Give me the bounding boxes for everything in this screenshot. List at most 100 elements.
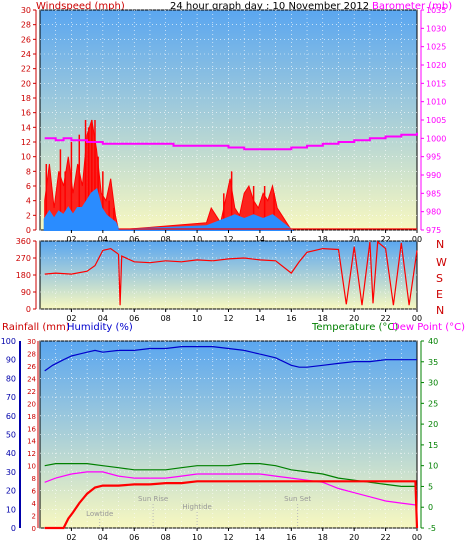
x-tick-label: 06 [129, 533, 139, 542]
temperature-tick-label: 25 [428, 399, 438, 408]
climate-panel-axes: 02 04 06 08 10 12 14 16 18 20 22 000102030405060708… [1, 337, 438, 542]
climate-panel-series [44, 346, 419, 530]
humidity-tick-label: 20 [6, 487, 16, 496]
humidity-tick-label: 30 [6, 468, 16, 477]
rainfall-tick-label: 24 [27, 375, 36, 383]
direction-panel-grid [40, 240, 417, 310]
rainfall-tick-label: 0 [32, 525, 36, 533]
barometer-tick-label: 1030 [426, 24, 446, 33]
direction-tick-label: 90 [21, 288, 31, 297]
rainfall-tick-label: 20 [27, 400, 36, 408]
annotation-label: Lowtide [86, 510, 113, 518]
page-title: 24 hour graph day : 10 November 2012 [170, 1, 369, 12]
direction-panel-series [44, 240, 418, 306]
x-tick-label: 00 [412, 533, 422, 542]
rainfall-tick-label: 12 [27, 450, 36, 458]
climate-panel-grid [40, 340, 417, 529]
x-tick-label: 22 [380, 314, 390, 323]
temperature-tick-label: 40 [428, 337, 438, 346]
humidity-tick-label: 60 [6, 412, 16, 421]
wind-direction-line [44, 240, 418, 306]
windspeed-tick-label: 4 [26, 197, 31, 206]
windspeed-tick-label: 16 [21, 109, 31, 118]
barometer-tick-label: 1000 [426, 134, 446, 143]
x-tick-label: 06 [129, 314, 139, 323]
x-tick-label: 02 [66, 314, 76, 323]
x-tick-label: 00 [412, 314, 422, 323]
x-tick-label: 02 [66, 533, 76, 542]
gust-area [44, 119, 293, 231]
annotation-label: Sun Set [284, 495, 311, 503]
wind-barometer-panel: 02 04 06 08 10 12 14 16 18 20 22 000246810121416182… [21, 6, 447, 244]
rainfall-tick-label: 26 [27, 363, 36, 371]
x-tick-label: 18 [318, 533, 328, 542]
windspeed-tick-label: 24 [21, 50, 31, 59]
x-tick-label: 22 [380, 533, 390, 542]
compass-label: S [436, 272, 443, 285]
temperature-tick-label: 10 [428, 462, 438, 471]
temperature-tick-label: 5 [428, 482, 433, 491]
barometer-tick-label: 995 [426, 153, 441, 162]
humidity-tick-label: 100 [1, 337, 16, 346]
x-tick-label: 08 [161, 314, 171, 323]
windspeed-tick-label: 2 [26, 211, 31, 220]
windspeed-tick-label: 0 [26, 226, 31, 235]
windspeed-tick-label: 28 [21, 21, 31, 30]
humidity-tick-label: 70 [6, 393, 16, 402]
temperature-tick-label: 30 [428, 379, 438, 388]
x-tick-label: 10 [192, 314, 202, 323]
wind-panel-axes: 02 04 06 08 10 12 14 16 18 20 22 000246810121416182… [21, 6, 447, 244]
barometer-tick-label: 980 [426, 208, 441, 217]
humidity-tick-label: 80 [6, 374, 16, 383]
windspeed-tick-label: 30 [21, 6, 31, 15]
x-tick-label: 08 [161, 533, 171, 542]
x-tick-label: 04 [98, 533, 108, 542]
temperature-tick-label: 15 [428, 441, 438, 450]
temperature-axis-label: Temperature (°C) [311, 322, 398, 333]
rainfall-tick-label: 6 [32, 488, 37, 496]
rainfall-tick-label: 16 [27, 425, 36, 433]
windspeed-tick-label: 6 [26, 182, 31, 191]
x-tick-label: 14 [255, 314, 265, 323]
barometer-tick-label: 1035 [426, 6, 446, 15]
climate-panel-annotations: Lowtide Sun Rise Hightide Sun Set [86, 495, 311, 528]
rainfall-axis-label: Rainfall (mm) [2, 322, 70, 333]
compass-label: N [436, 304, 444, 317]
wind-panel-series [43, 119, 418, 232]
x-tick-label: 00 [412, 235, 422, 244]
windspeed-tick-label: 12 [21, 138, 31, 147]
x-tick-label: 16 [286, 314, 296, 323]
x-tick-label: 20 [349, 533, 359, 542]
windspeed-axis-label: Windspeed (mph) [36, 1, 125, 12]
barometer-tick-label: 990 [426, 171, 441, 180]
barometer-tick-label: 1005 [426, 116, 446, 125]
x-tick-label: 04 [98, 235, 108, 244]
x-tick-label: 10 [192, 235, 202, 244]
windspeed-tick-label: 18 [21, 94, 31, 103]
x-tick-label: 12 [223, 314, 233, 323]
windspeed-tick-label: 20 [21, 79, 31, 88]
temperature-tick-label: 20 [428, 420, 438, 429]
rainfall-tick-label: 2 [32, 513, 36, 521]
rainfall-tick-label: 18 [27, 413, 36, 421]
barometer-line [44, 132, 418, 151]
dewpoint-line [44, 471, 418, 506]
rainfall-line [44, 480, 419, 530]
x-tick-label: 16 [286, 533, 296, 542]
direction-tick-label: 180 [16, 271, 31, 280]
windspeed-tick-label: 10 [21, 153, 31, 162]
barometer-tick-label: 975 [426, 226, 441, 235]
rainfall-tick-label: 22 [27, 388, 36, 396]
x-tick-label: 02 [66, 235, 76, 244]
barometer-tick-label: 1020 [426, 61, 446, 70]
barometer-tick-label: 985 [426, 189, 441, 198]
windspeed-tick-label: 22 [21, 65, 31, 74]
windspeed-tick-label: 8 [26, 167, 31, 176]
humidity-tick-label: 90 [6, 356, 16, 365]
dewpoint-axis-label: Dew Point (°C) [392, 322, 465, 333]
windspeed-tick-label: 14 [21, 123, 31, 132]
